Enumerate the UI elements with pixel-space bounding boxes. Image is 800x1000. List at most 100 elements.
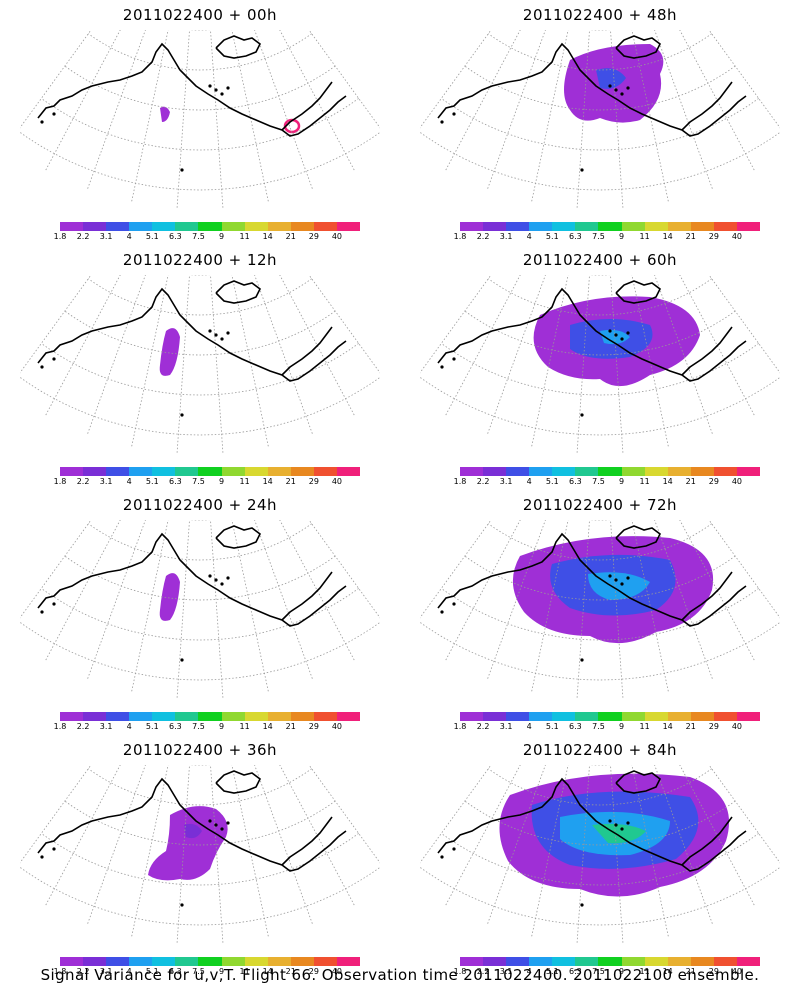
colorbar-swatch	[83, 222, 107, 231]
colorbar-swatch	[106, 712, 130, 721]
panel-title: 2011022400 + 36h	[122, 741, 278, 759]
colorbar-labels: 1.8 2.2 3.1 4 5.1 6.3 7.5 9 11 14 21 29 40	[454, 232, 760, 244]
colorbar: 1.8 2.2 3.1 4 5.1 6.3 7.5 9 11 14 21 29 40	[54, 712, 361, 734]
island	[52, 602, 56, 606]
colorbar-tick-label: 14	[262, 722, 273, 731]
colorbar-swatches	[460, 467, 761, 476]
colorbar-tick-label: 6.3	[169, 477, 182, 486]
colorbar-labels: 1.8 2.2 3.1 4 5.1 6.3 7.5 9 11 14 21 29 40	[54, 967, 360, 979]
colorbar-swatch	[152, 712, 176, 721]
variance-contour	[148, 806, 228, 881]
island	[614, 88, 618, 92]
colorbar-swatch	[460, 957, 484, 966]
colorbar-tick-label: 3.1	[99, 967, 113, 976]
coastline	[681, 571, 733, 621]
colorbar-swatch	[690, 467, 714, 476]
island	[608, 574, 612, 578]
colorbar-tick-label: 7.5	[192, 722, 205, 731]
coastline	[281, 816, 333, 866]
coastline	[215, 35, 262, 59]
colorbar-tick-label: 6.3	[169, 967, 182, 976]
colorbar-swatch	[575, 467, 599, 476]
island	[452, 602, 456, 606]
island	[226, 821, 230, 825]
coastline	[615, 35, 662, 59]
colorbar: 1.8 2.2 3.1 4 5.1 6.3 7.5 9 11 14 21 29 40	[54, 957, 361, 979]
colorbar-tick-label: 4	[526, 967, 532, 976]
colorbar-tick-label: 29	[708, 967, 719, 976]
panel-title: 2011022400 + 24h	[122, 496, 278, 514]
colorbar-swatch	[506, 957, 530, 966]
colorbar-tick-label: 40	[331, 967, 343, 976]
colorbar-swatch	[106, 467, 130, 476]
island	[608, 84, 612, 88]
colorbar-tick-label: 6.3	[169, 722, 182, 731]
colorbar-tick-label: 14	[662, 967, 673, 976]
island	[614, 578, 618, 582]
colorbar-swatch	[713, 222, 737, 231]
colorbar-tick-label: 2.2	[76, 477, 90, 486]
island	[580, 413, 584, 417]
colorbar-labels: 1.8 2.2 3.1 4 5.1 6.3 7.5 9 11 14 21 29 40	[454, 477, 760, 489]
polar-map	[420, 520, 780, 700]
colorbar-tick-label: 1.8	[453, 722, 467, 731]
island	[214, 823, 218, 827]
colorbar-tick-label: 1.8	[53, 967, 67, 976]
island	[226, 331, 230, 335]
colorbar-tick-label: 5.1	[545, 477, 559, 486]
colorbar-labels: 1.8 2.2 3.1 4 5.1 6.3 7.5 9 11 14 21 29 40	[54, 477, 360, 489]
colorbar-swatch	[667, 467, 691, 476]
colorbar-swatch	[313, 222, 337, 231]
colorbar-swatch	[175, 222, 199, 231]
coastline	[37, 42, 347, 137]
colorbar-swatch	[460, 467, 484, 476]
panel-title: 2011022400 + 60h	[522, 251, 678, 269]
forecast-panel: 2011022400 + 84h 1.8 2.2 3.1 4 5.1 6.3 7.5 9 11 14…	[400, 735, 800, 980]
colorbar-swatch	[129, 467, 153, 476]
island	[626, 86, 630, 90]
coastline	[437, 532, 747, 627]
coastline	[215, 525, 262, 549]
colorbar: 1.8 2.2 3.1 4 5.1 6.3 7.5 9 11 14 21 29 40	[454, 957, 761, 979]
island	[220, 582, 224, 586]
colorbar-swatch	[106, 222, 130, 231]
colorbar-swatch	[598, 222, 622, 231]
variance-contour	[592, 823, 646, 844]
coastline	[681, 816, 733, 866]
panel-title: 2011022400 + 12h	[122, 251, 278, 269]
polar-map	[420, 275, 780, 455]
colorbar-tick-label: 1.8	[53, 722, 67, 731]
forecast-panel: 2011022400 + 00h 1.8 2.2 3.1 4 5.1 6.3 7.5 9 11 14…	[0, 0, 400, 245]
colorbar-swatch	[529, 467, 553, 476]
island	[620, 827, 624, 831]
colorbar: 1.8 2.2 3.1 4 5.1 6.3 7.5 9 11 14 21 29 40	[54, 467, 361, 489]
colorbar-tick-label: 5.1	[145, 232, 159, 241]
colorbar-tick-label: 9	[218, 477, 225, 486]
colorbar-swatch	[483, 712, 507, 721]
variance-contour	[160, 106, 170, 122]
colorbar-tick-label: 11	[639, 232, 650, 241]
colorbar-labels: 1.8 2.2 3.1 4 5.1 6.3 7.5 9 11 14 21 29 40	[454, 722, 760, 734]
colorbar-tick-label: 40	[731, 722, 743, 731]
colorbar-tick-label: 2.2	[476, 722, 490, 731]
colorbar-tick-label: 5.1	[545, 232, 559, 241]
colorbar-tick-label: 6.3	[569, 967, 582, 976]
variance-contour	[596, 68, 626, 89]
colorbar-tick-label: 9	[218, 722, 225, 731]
colorbar-swatch	[621, 222, 645, 231]
colorbar-tick-label: 14	[662, 232, 673, 241]
colorbar-swatch	[267, 222, 291, 231]
colorbar-tick-label: 21	[685, 967, 696, 976]
colorbar-tick-label: 14	[262, 232, 273, 241]
colorbar-swatch	[552, 222, 576, 231]
island	[208, 819, 212, 823]
colorbar-swatch	[221, 222, 245, 231]
colorbar-tick-label: 3.1	[499, 232, 513, 241]
colorbar-tick-label: 9	[618, 967, 625, 976]
island	[440, 120, 444, 124]
figure-caption: Signal Variance for u,v,T. Flight 66. Ob…	[40, 966, 760, 984]
colorbar-tick-label: 2.2	[76, 232, 90, 241]
colorbar-swatches	[60, 467, 361, 476]
colorbar-tick-label: 1.8	[53, 232, 67, 241]
island	[40, 365, 44, 369]
